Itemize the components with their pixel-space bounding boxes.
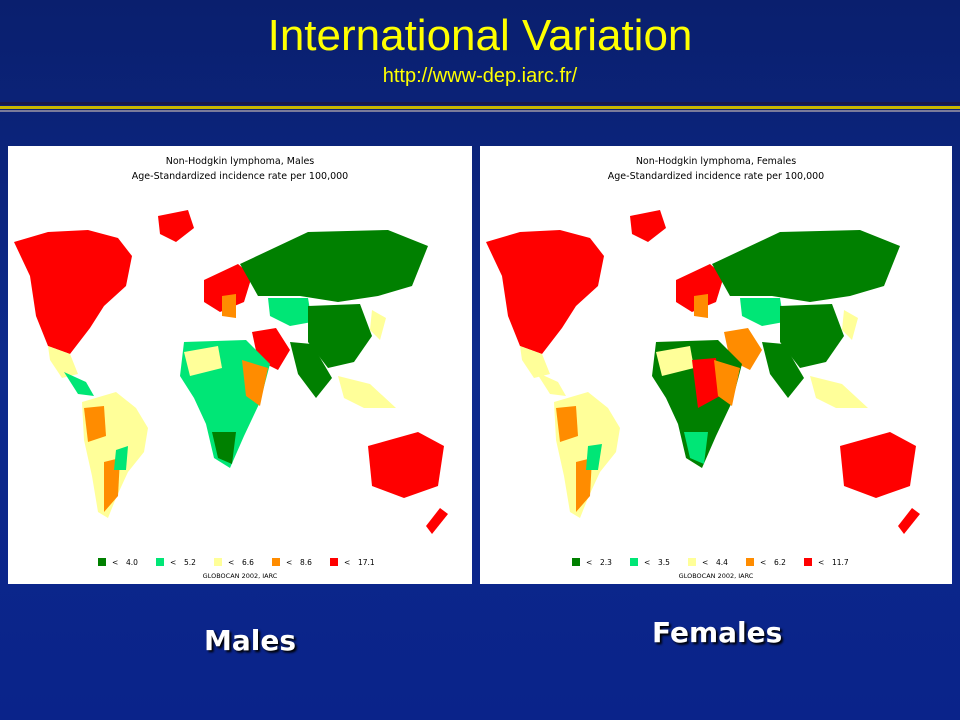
greenland-region <box>630 210 666 242</box>
china-region <box>780 304 844 368</box>
slide-subtitle-url[interactable]: http://www-dep.iarc.fr/ <box>382 65 578 87</box>
central-europe-region <box>694 294 708 318</box>
southern-cone-region <box>104 458 120 512</box>
legend-value: 3.5 <box>658 558 670 567</box>
paraguay-region <box>586 444 602 470</box>
southern-cone-region <box>576 458 592 512</box>
japan-korea-region <box>842 310 858 340</box>
legend-swatch-low <box>630 558 638 566</box>
legend-swatch-very-low <box>98 558 106 566</box>
legend-swatch-high <box>746 558 754 566</box>
females-map-title: Non-Hodgkin lymphoma, Females <box>636 156 796 167</box>
legend-value: 6.2 <box>774 558 786 567</box>
males-legend: < 4.0 < 5.2 < 6.6 < 8.6 < 17.1 <box>98 558 375 567</box>
legend-swatch-low <box>156 558 164 566</box>
legend-value: 5.2 <box>184 558 196 567</box>
legend-value: 2.3 <box>600 558 612 567</box>
north-africa-region <box>656 346 694 376</box>
legend-swatch-very-low <box>572 558 580 566</box>
males-caption: Males <box>204 624 297 657</box>
legend-value: 6.6 <box>242 558 254 567</box>
new-zealand-region <box>898 508 920 534</box>
southeast-asia-region <box>810 376 868 408</box>
males-world-map: Non-Hodgkin lymphoma, Males Age-Standard… <box>14 156 448 580</box>
russia-region <box>712 230 900 302</box>
legend-symbol: < <box>644 558 650 567</box>
legend-value: 17.1 <box>358 558 375 567</box>
greenland-region <box>158 210 194 242</box>
paraguay-region <box>114 446 128 470</box>
header-divider-dark <box>0 102 960 105</box>
india-region <box>762 342 804 398</box>
europe-region <box>676 264 724 312</box>
north-america-region <box>14 230 132 354</box>
header-divider-gold <box>0 106 960 109</box>
russia-region <box>240 230 428 302</box>
australia-region <box>840 432 916 498</box>
legend-value: 11.7 <box>832 558 849 567</box>
males-map-panel: Non-Hodgkin lymphoma, Males Age-Standard… <box>8 146 472 584</box>
europe-region <box>204 264 252 312</box>
andean-region <box>556 406 578 442</box>
central-america-region <box>64 372 94 396</box>
header-divider-grey <box>0 110 960 112</box>
males-map-source: GLOBOCAN 2002, IARC <box>203 572 278 580</box>
legend-swatch-high <box>272 558 280 566</box>
legend-swatch-mid <box>214 558 222 566</box>
east-africa-region <box>714 360 740 406</box>
southeast-asia-region <box>338 376 396 408</box>
central-america-region <box>536 372 566 396</box>
central-asia-region <box>268 298 312 326</box>
females-map-source: GLOBOCAN 2002, IARC <box>679 572 754 580</box>
females-legend: < 2.3 < 3.5 < 4.4 < 6.2 < 11.7 <box>572 558 849 567</box>
females-country-shapes <box>486 210 920 534</box>
legend-symbol: < <box>112 558 118 567</box>
southern-africa-region <box>212 432 236 464</box>
legend-symbol: < <box>818 558 824 567</box>
females-caption: Females <box>652 616 783 649</box>
males-map-title: Non-Hodgkin lymphoma, Males <box>166 156 315 167</box>
north-america-region <box>486 230 604 354</box>
china-region <box>308 304 372 368</box>
southern-africa-region <box>684 432 708 464</box>
females-map-panel: Non-Hodgkin lymphoma, Females Age-Standa… <box>480 146 952 584</box>
legend-symbol: < <box>170 558 176 567</box>
legend-symbol: < <box>760 558 766 567</box>
females-world-map: Non-Hodgkin lymphoma, Females Age-Standa… <box>486 156 920 580</box>
legend-value: 8.6 <box>300 558 312 567</box>
legend-swatch-very-high <box>804 558 812 566</box>
legend-symbol: < <box>344 558 350 567</box>
legend-symbol: < <box>286 558 292 567</box>
females-map-subtitle: Age-Standardized incidence rate per 100,… <box>608 171 824 182</box>
andean-region <box>84 406 106 442</box>
legend-swatch-mid <box>688 558 696 566</box>
central-asia-region <box>740 298 784 326</box>
australia-region <box>368 432 444 498</box>
legend-value: 4.0 <box>126 558 138 567</box>
slide-title: International Variation <box>267 11 693 60</box>
east-africa-region <box>242 360 268 406</box>
males-country-shapes <box>14 210 448 534</box>
legend-value: 4.4 <box>716 558 728 567</box>
mexico-region <box>520 346 550 378</box>
japan-korea-region <box>370 310 386 340</box>
central-europe-region <box>222 294 236 318</box>
legend-symbol: < <box>702 558 708 567</box>
north-africa-region <box>184 346 222 376</box>
legend-symbol: < <box>586 558 592 567</box>
males-map-subtitle: Age-Standardized incidence rate per 100,… <box>132 171 348 182</box>
legend-swatch-very-high <box>330 558 338 566</box>
new-zealand-region <box>426 508 448 534</box>
central-africa-region <box>692 358 720 408</box>
india-region <box>290 342 332 398</box>
legend-symbol: < <box>228 558 234 567</box>
mexico-region <box>48 346 78 378</box>
